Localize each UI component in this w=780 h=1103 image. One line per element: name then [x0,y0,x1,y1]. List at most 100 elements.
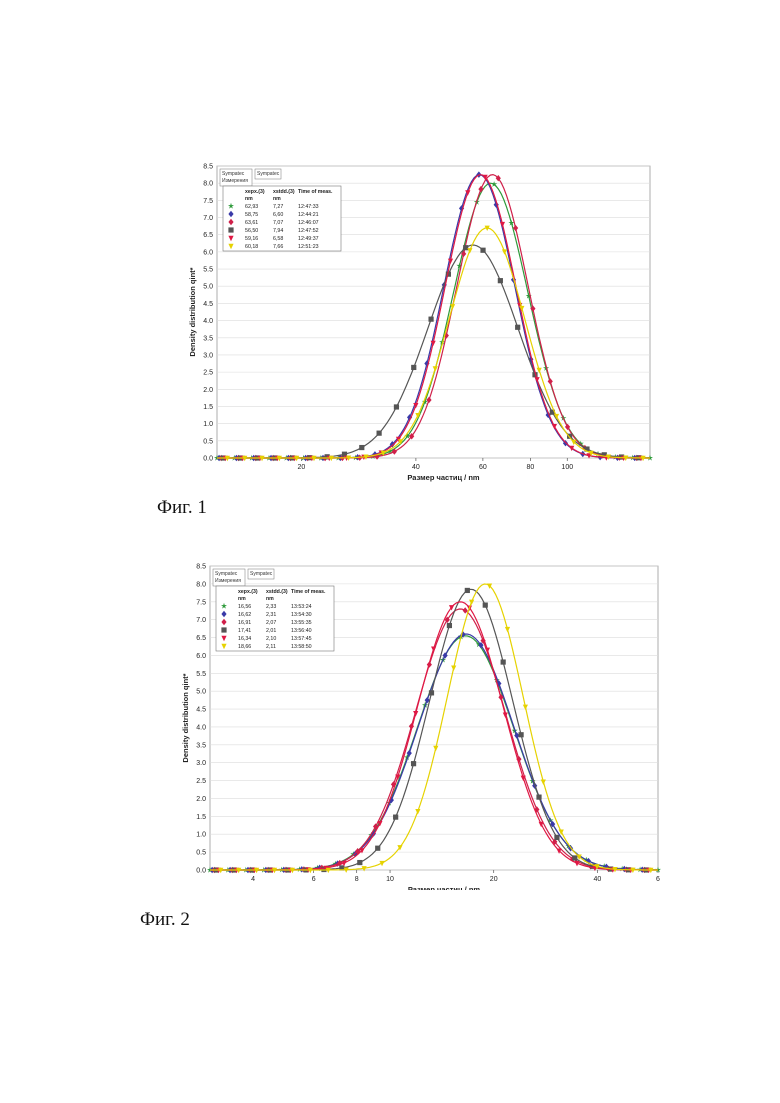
legend-x50: 56,50 [245,228,258,234]
data-point [554,835,559,840]
y-tick-label: 5.5 [196,671,206,678]
legend-time: 12:46:07 [298,220,319,226]
chart-1-canvas: 0.00.51.01.52.02.53.03.54.04.55.05.56.06… [0,150,780,490]
legend-source-text: Sympatec [257,171,280,177]
legend-xstd: 7,94 [273,228,283,234]
x-tick-label: 8 [355,876,359,883]
x-tick-label: 6 [656,876,660,883]
legend-unit: nm [238,596,246,602]
legend-source-text: Измерения [222,178,248,184]
y-tick-label: 1.5 [196,814,206,821]
y-tick-label: 3.5 [196,742,206,749]
data-point [359,445,364,450]
legend-x50: 17,41 [238,628,251,634]
data-point [447,623,452,628]
legend-header: Time of meas. [298,189,333,195]
legend-header: xstdd.(3) [266,589,288,595]
data-point [480,248,485,253]
legend-xstd: 2,11 [266,644,276,650]
x-tick-label: 10 [386,876,394,883]
legend-time: 13:56:40 [291,628,312,634]
y-tick-label: 6.5 [203,232,213,239]
figure-1-caption: Фиг. 1 [157,497,207,519]
y-tick-label: 0.0 [203,456,213,463]
legend-time: 12:47:52 [298,228,319,234]
legend-x50: 62,93 [245,204,258,210]
y-tick-label: 2.5 [196,778,206,785]
legend: xеpx.(3)xstdd.(3)Time of meas.nmnm16,562… [216,586,334,651]
legend-xstd: 7,27 [273,204,283,210]
y-tick-label: 0.0 [196,868,206,875]
y-tick-label: 0.5 [203,438,213,445]
y-tick-label: 1.5 [203,404,213,411]
legend-source-text: Sympatec [215,571,238,577]
legend-time: 13:57:45 [291,636,312,642]
y-tick-label: 2.5 [203,370,213,377]
legend-time: 13:55:35 [291,620,312,626]
x-tick-label: 20 [490,876,498,883]
y-tick-label: 5.5 [203,267,213,274]
x-axis-label: Размер частиц / nm [408,885,481,890]
legend-header: xеpx.(3) [238,589,258,595]
legend-xstd: 2,31 [266,612,276,618]
legend-source-box: SympatecИзмерения [220,169,252,186]
legend-source-box: SympatecИзмерения [213,569,245,586]
x-tick-label: 40 [593,876,601,883]
legend-xstd: 6,58 [273,236,283,242]
y-tick-label: 7.0 [203,215,213,222]
data-point [515,325,520,330]
x-tick-label: 100 [561,464,573,471]
data-point [429,690,434,695]
legend-time: 13:58:50 [291,644,312,650]
legend-x50: 58,75 [245,212,258,218]
y-tick-label: 8.0 [196,581,206,588]
y-tick-label: 3.0 [203,352,213,359]
y-tick-label: 7.5 [196,599,206,606]
legend: xеpx.(3)xstdd.(3)Time of meas.nmnm62,937… [223,186,341,251]
data-point [518,732,523,737]
legend-source-box: Sympatec [255,169,281,179]
legend-time: 12:47:33 [298,204,319,210]
legend-xstd: 6,60 [273,212,283,218]
data-point [483,603,488,608]
y-tick-label: 8.0 [203,181,213,188]
x-axis-label: Размер частиц / nm [407,473,480,482]
figure-2-caption: Фиг. 2 [140,909,190,931]
data-point [357,860,362,865]
y-tick-label: 6.0 [203,249,213,256]
y-tick-label: 5.0 [196,689,206,696]
y-axis-label: Density distribution qint* [188,267,197,356]
legend-xstd: 2,01 [266,628,276,634]
legend-time: 13:54:30 [291,612,312,618]
data-point [375,846,380,851]
y-tick-label: 2.0 [203,387,213,394]
x-tick-label: 80 [527,464,535,471]
data-point [465,588,470,593]
legend-x50: 16,56 [238,604,251,610]
legend-time: 12:49:37 [298,236,319,242]
legend-header: xеpx.(3) [245,189,265,195]
y-tick-label: 4.0 [196,724,206,731]
legend-x50: 16,91 [238,620,251,626]
legend-time: 13:53:24 [291,604,312,610]
y-tick-label: 4.5 [203,301,213,308]
data-point [377,431,382,436]
y-tick-label: 5.0 [203,284,213,291]
legend-x50: 18,66 [238,644,251,650]
y-tick-label: 8.5 [196,564,206,571]
data-point [498,278,503,283]
data-point [501,659,506,664]
legend-xstd: 2,07 [266,620,276,626]
y-tick-label: 4.5 [196,707,206,714]
y-tick-label: 8.5 [203,164,213,171]
legend-x50: 63,61 [245,220,258,226]
x-tick-label: 4 [251,876,255,883]
legend-unit: nm [245,196,253,202]
y-axis-label: Density distribution qint* [181,673,190,762]
legend-header: Time of meas. [291,589,326,595]
data-point [411,761,416,766]
y-tick-label: 3.5 [203,335,213,342]
legend-time: 12:51:23 [298,244,319,250]
data-point [463,245,468,250]
x-tick-label: 40 [412,464,420,471]
